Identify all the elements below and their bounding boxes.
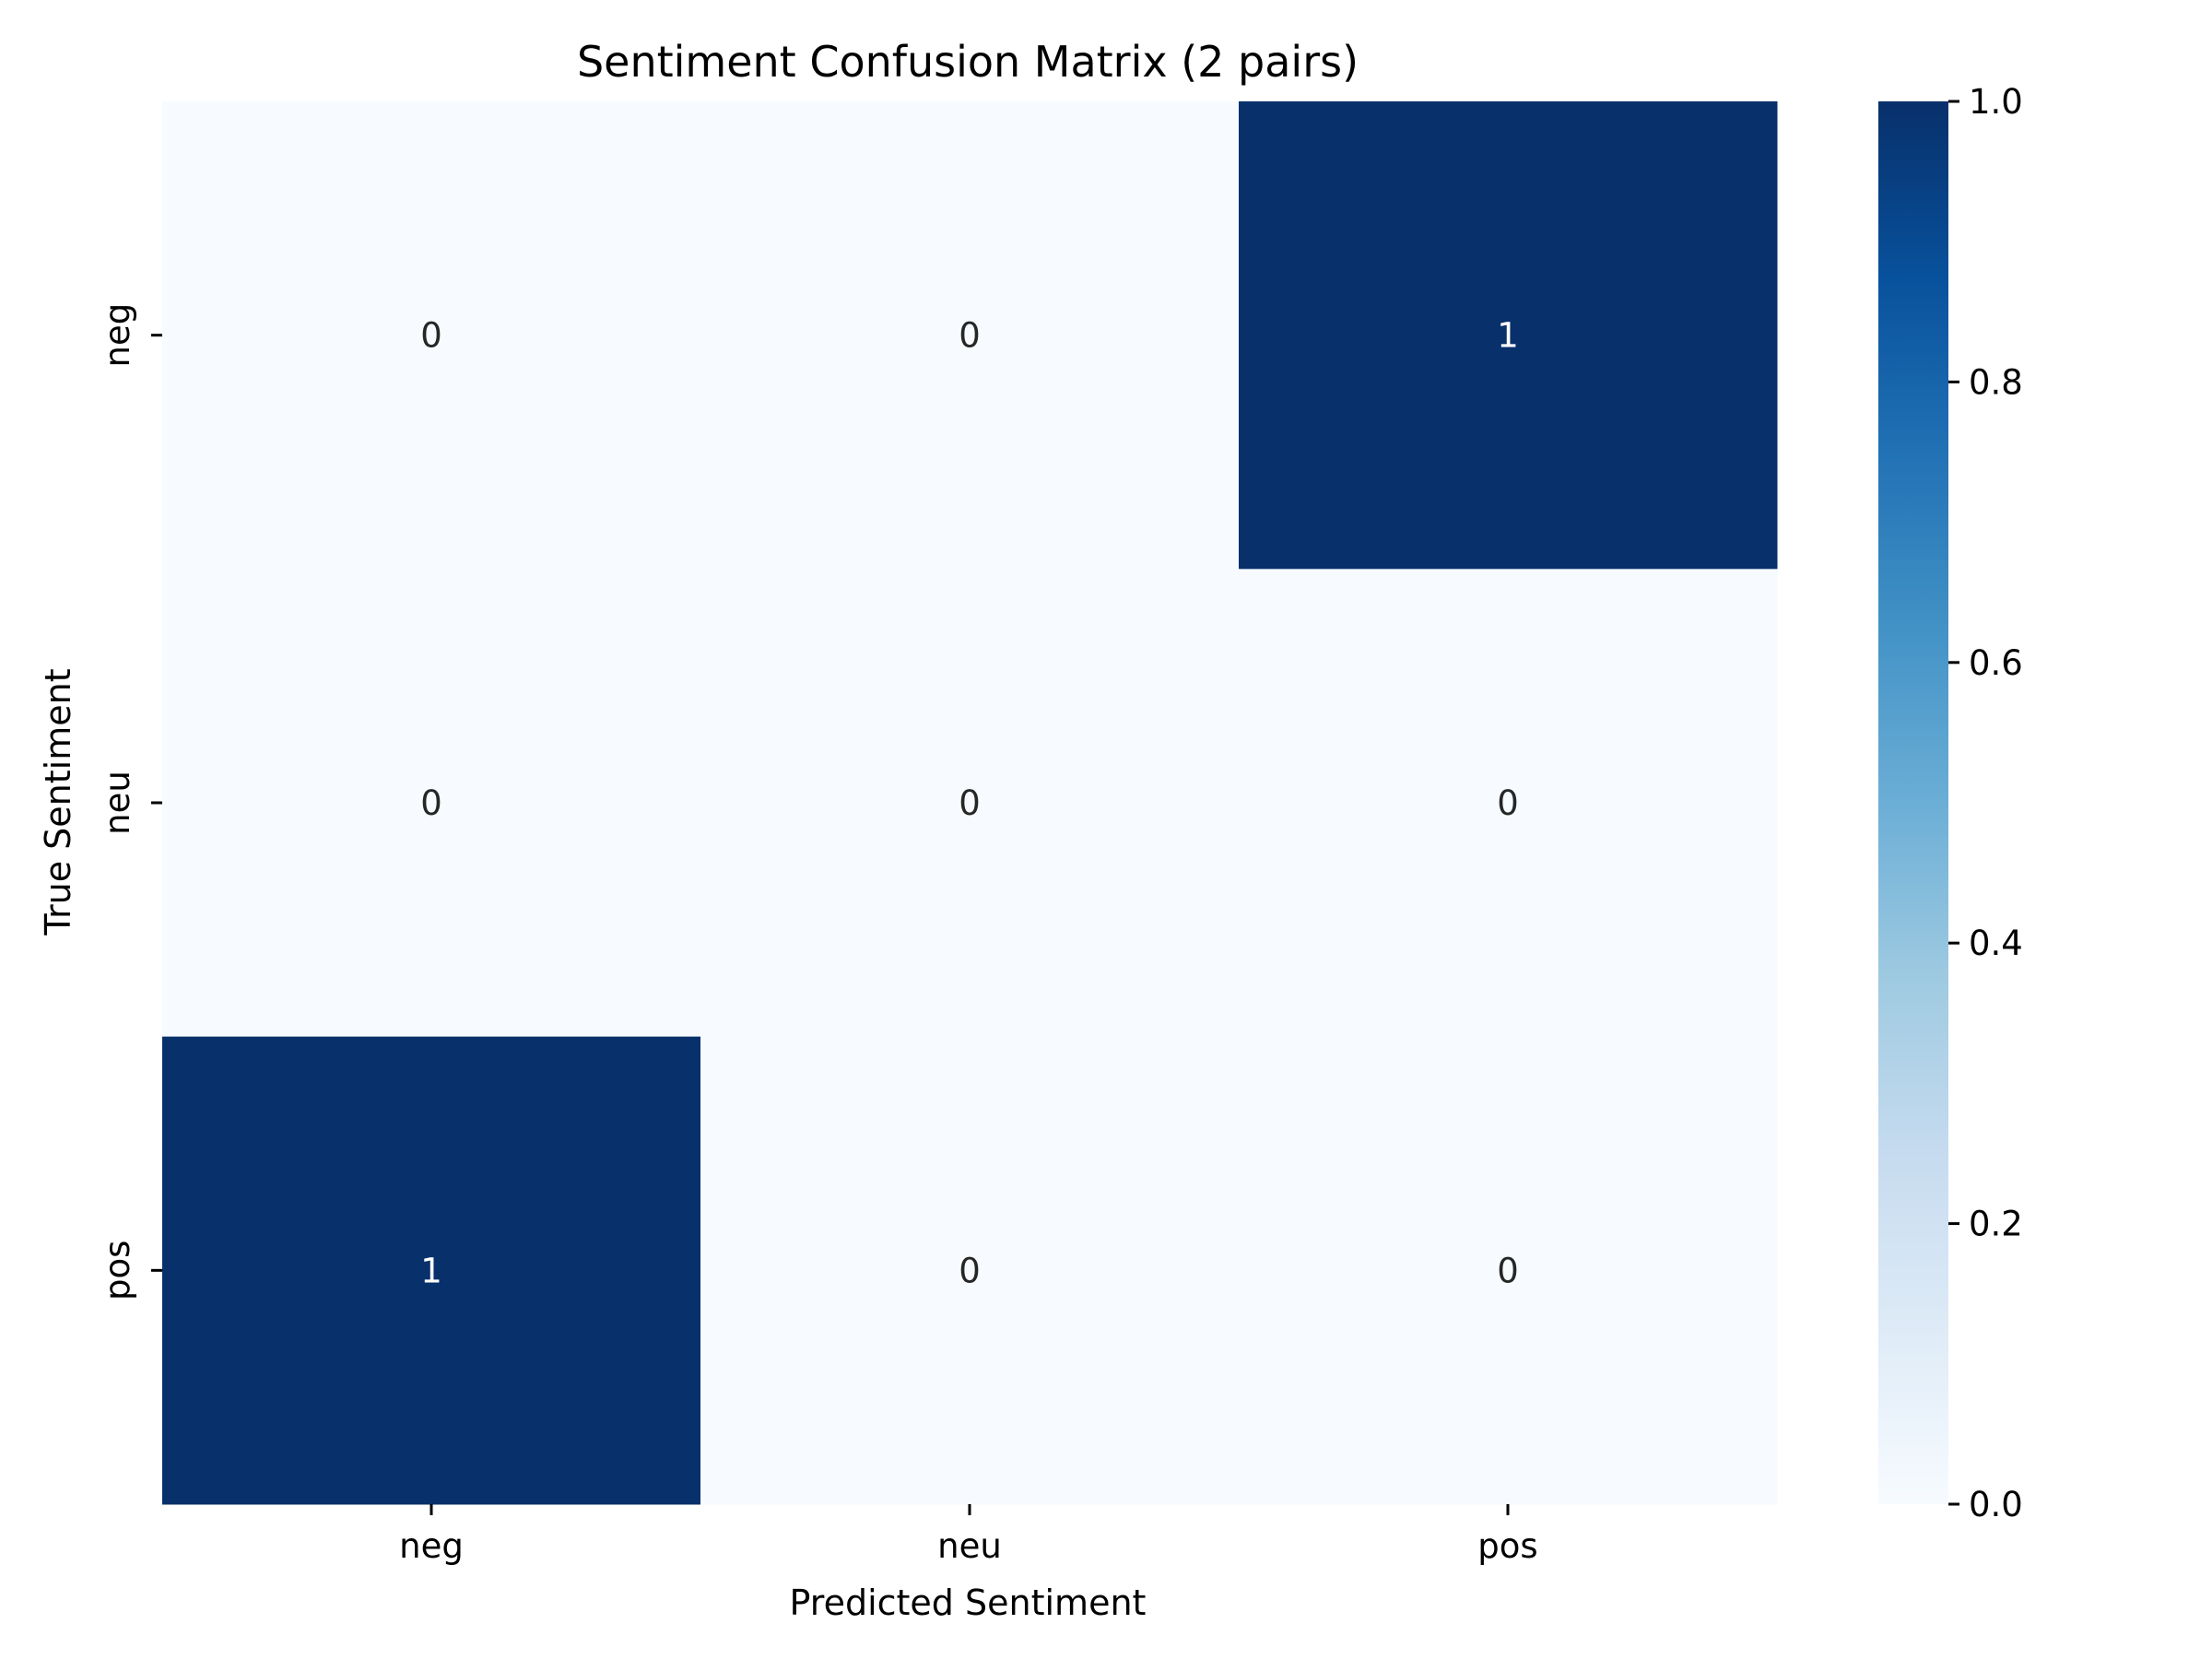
cell-value-label: 1 bbox=[420, 1251, 442, 1290]
colorbar bbox=[1878, 101, 1948, 1504]
x-tick-label-pos: pos bbox=[1477, 1526, 1537, 1566]
y-axis-label: True Sentiment bbox=[38, 668, 78, 935]
x-axis-label: Predicted Sentiment bbox=[790, 1583, 1147, 1623]
cell-value-label: 0 bbox=[420, 316, 442, 356]
x-tick-label-neg: neg bbox=[399, 1526, 464, 1566]
cell-value-label: 0 bbox=[959, 316, 981, 356]
cell-value-label: 0 bbox=[1497, 783, 1519, 823]
heatmap-cell-neg-neu bbox=[700, 101, 1240, 570]
heatmap-cell-neu-neg bbox=[162, 569, 701, 1038]
colorbar-tick-label: 0.8 bbox=[1969, 362, 2023, 402]
x-axis-ticks: neg neu pos bbox=[399, 1504, 1538, 1566]
y-tick-label-neu: neu bbox=[98, 771, 137, 835]
heatmap-cell-neu-pos bbox=[1239, 569, 1778, 1038]
heatmap-cell-neu-neu bbox=[700, 569, 1240, 1038]
colorbar-tick-label: 0.2 bbox=[1969, 1205, 2023, 1244]
colorbar-ticks: 0.0 0.2 0.4 0.6 0.8 1.0 bbox=[1948, 82, 2023, 1524]
colorbar-tick-label: 0.6 bbox=[1969, 643, 2023, 683]
cell-value-label: 0 bbox=[1497, 1251, 1519, 1290]
colorbar-tick-label: 0.4 bbox=[1969, 924, 2023, 963]
heatmap-cell-pos-neg bbox=[162, 1036, 701, 1505]
x-tick-label-neu: neu bbox=[937, 1526, 1002, 1566]
y-tick-label-pos: pos bbox=[98, 1241, 137, 1300]
heatmap-cell-pos-neu bbox=[700, 1036, 1240, 1505]
heatmap-cell-neg-pos bbox=[1239, 101, 1778, 570]
chart-title: Sentiment Confusion Matrix (2 pairs) bbox=[577, 37, 1359, 87]
cell-value-label: 0 bbox=[959, 1251, 981, 1290]
colorbar-tick-label: 1.0 bbox=[1969, 82, 2023, 122]
cell-value-label: 0 bbox=[420, 783, 442, 823]
heatmap-cell-pos-pos bbox=[1239, 1036, 1778, 1505]
heatmap-cell-neg-neg bbox=[162, 101, 701, 570]
colorbar-tick-label: 0.0 bbox=[1969, 1485, 2023, 1524]
cell-value-label: 0 bbox=[959, 783, 981, 823]
y-tick-label-neg: neg bbox=[98, 303, 137, 368]
heatmap-cells: 0 0 1 0 0 0 1 0 0 bbox=[162, 101, 1778, 1505]
cell-value-label: 1 bbox=[1497, 316, 1519, 356]
y-axis-ticks: neg neu pos bbox=[98, 303, 162, 1300]
